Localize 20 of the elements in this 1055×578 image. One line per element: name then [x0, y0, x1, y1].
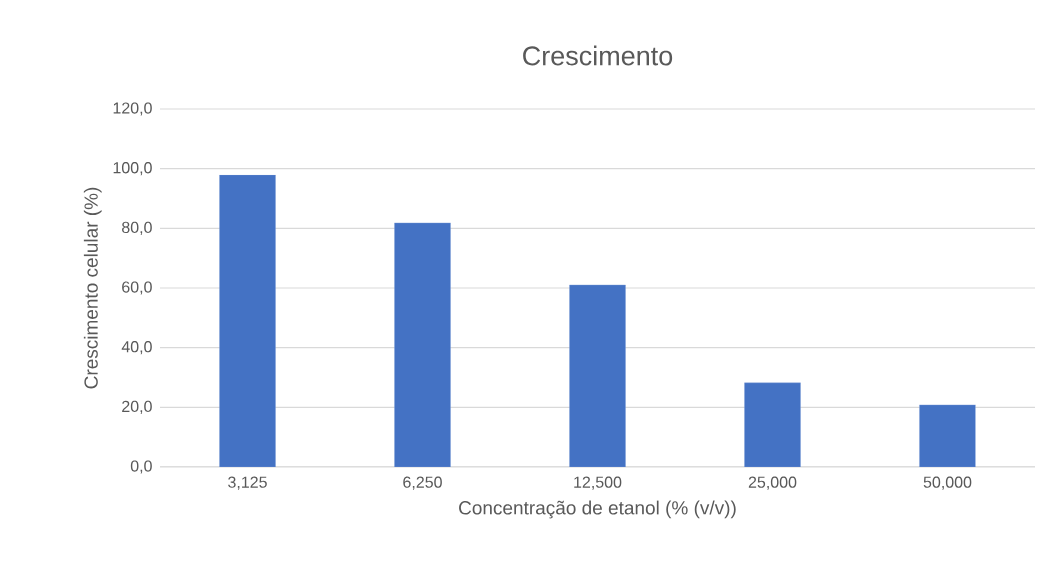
y-tick-label: 120,0	[113, 102, 152, 116]
bar	[919, 404, 976, 467]
y-tick-label: 20,0	[122, 400, 152, 414]
y-axis-title: Crescimento celular (%)	[83, 187, 102, 389]
y-tick-label: 0,0	[130, 460, 152, 474]
bar	[569, 284, 626, 467]
x-tick-label: 12,500	[574, 476, 622, 490]
x-tick-label: 6,250	[403, 476, 442, 490]
y-tick-label: 100,0	[113, 162, 152, 176]
bar	[219, 174, 276, 467]
x-tick-label: 3,125	[228, 476, 267, 490]
chart-title: Crescimento	[523, 45, 673, 66]
x-tick-label: 25,000	[748, 476, 797, 490]
bar	[394, 222, 451, 467]
bar	[744, 382, 801, 467]
y-tick-label: 80,0	[122, 221, 152, 235]
x-tick-label: 50,000	[923, 476, 972, 490]
y-tick-label: 40,0	[121, 341, 152, 355]
y-tick-label: 60,0	[122, 281, 152, 295]
x-axis-title: Concentração de etanol (% (v/v))	[459, 500, 736, 519]
